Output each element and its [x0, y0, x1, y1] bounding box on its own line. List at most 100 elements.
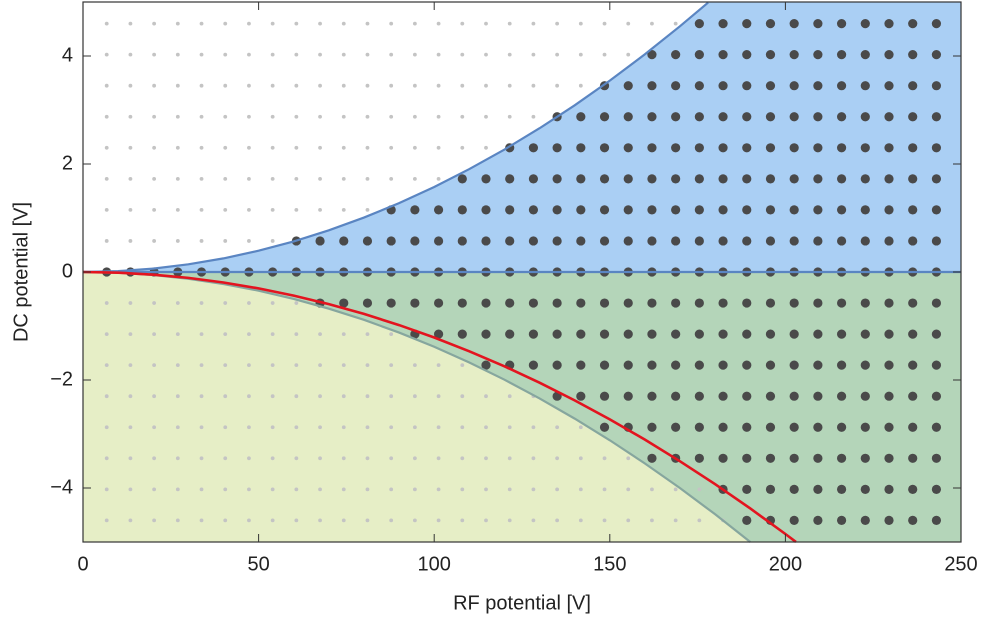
- unstable-point: [436, 487, 441, 492]
- stable-point: [718, 453, 728, 463]
- stable-point: [671, 298, 681, 308]
- unstable-point: [436, 176, 441, 181]
- stable-point: [339, 298, 349, 308]
- unstable-point: [318, 518, 322, 523]
- stable-point: [789, 329, 799, 339]
- stable-point: [836, 205, 847, 215]
- unstable-point: [223, 208, 228, 212]
- unstable-point: [555, 83, 560, 88]
- stable-point: [836, 19, 847, 29]
- unstable-point: [531, 21, 536, 26]
- stable-point: [789, 484, 799, 494]
- stable-point: [718, 205, 728, 215]
- unstable-point: [365, 394, 370, 399]
- stable-point: [765, 484, 776, 494]
- stable-point: [647, 360, 657, 370]
- stable-point: [931, 50, 942, 60]
- stable-point: [884, 236, 894, 246]
- unstable-point: [484, 21, 488, 26]
- unstable-point: [294, 145, 299, 150]
- unstable-point: [626, 456, 631, 461]
- stable-point: [765, 50, 776, 60]
- stable-point: [813, 174, 823, 184]
- unstable-point: [199, 176, 204, 181]
- unstable-point: [602, 456, 607, 461]
- stable-point: [576, 174, 586, 184]
- stable-point: [742, 515, 752, 526]
- stable-point: [576, 205, 586, 215]
- stable-point: [647, 205, 657, 215]
- unstable-point: [365, 456, 370, 461]
- unstable-point: [128, 518, 133, 523]
- stable-point: [908, 81, 918, 91]
- stable-point: [908, 50, 918, 60]
- stable-point: [813, 422, 823, 432]
- unstable-point: [436, 394, 441, 399]
- stable-point: [908, 329, 918, 339]
- unstable-point: [175, 114, 180, 119]
- x-tick-label: 200: [769, 553, 802, 575]
- unstable-point: [389, 394, 394, 399]
- stable-point: [860, 19, 870, 29]
- stable-point: [694, 391, 704, 401]
- stable-point: [339, 236, 349, 246]
- stable-point: [813, 360, 823, 370]
- boundary-curve: [82, 1, 709, 274]
- stable-region: [83, 272, 961, 542]
- stable-point: [931, 236, 942, 246]
- unstable-point: [104, 332, 109, 336]
- stable-point: [505, 205, 515, 215]
- stable-point: [931, 205, 942, 215]
- unstable-point: [247, 487, 251, 492]
- unstable-point: [128, 363, 133, 368]
- stable-point: [765, 143, 776, 153]
- stable-point: [860, 515, 870, 526]
- stable-point: [836, 236, 847, 246]
- unstable-point: [247, 363, 251, 368]
- stable-point: [694, 50, 704, 60]
- stable-point: [481, 236, 491, 246]
- x-tick-label: 150: [593, 553, 626, 575]
- stable-point: [836, 484, 847, 494]
- unstable-point: [199, 394, 204, 399]
- stable-point: [457, 174, 467, 184]
- unstable-point: [578, 83, 583, 88]
- stable-point: [860, 50, 870, 60]
- stable-point: [884, 484, 894, 494]
- unstable-point: [412, 363, 417, 368]
- unstable-point: [128, 301, 133, 305]
- unstable-point: [175, 52, 180, 57]
- stable-point: [813, 236, 823, 246]
- stable-point: [457, 329, 467, 339]
- x-tick-label: 250: [944, 553, 977, 575]
- stable-point: [765, 453, 776, 463]
- unstable-point: [152, 114, 157, 119]
- unstable-point: [555, 52, 560, 57]
- stable-point: [836, 422, 847, 432]
- stable-point: [386, 298, 396, 308]
- stable-point: [860, 112, 870, 122]
- stable-point: [860, 236, 870, 246]
- unstable-point: [175, 176, 180, 181]
- unstable-point: [294, 52, 299, 57]
- unstable-point: [175, 301, 180, 305]
- unstable-point: [389, 21, 394, 26]
- stable-point: [623, 205, 633, 215]
- stable-point: [908, 422, 918, 432]
- unstable-point: [484, 487, 488, 492]
- stable-point: [931, 143, 942, 153]
- unstable-point: [436, 425, 441, 430]
- x-tick-label: 0: [77, 553, 88, 575]
- unstable-point: [484, 394, 488, 399]
- stable-point: [836, 81, 847, 91]
- unstable-point: [341, 456, 346, 461]
- unstable-point: [223, 518, 228, 523]
- unstable-point: [270, 52, 275, 57]
- unstable-point: [507, 456, 512, 461]
- stable-point: [481, 298, 491, 308]
- unstable-point: [199, 239, 204, 243]
- unstable-point: [104, 301, 109, 305]
- unstable-point: [175, 83, 180, 88]
- stable-point: [765, 360, 776, 370]
- unstable-point: [318, 332, 322, 336]
